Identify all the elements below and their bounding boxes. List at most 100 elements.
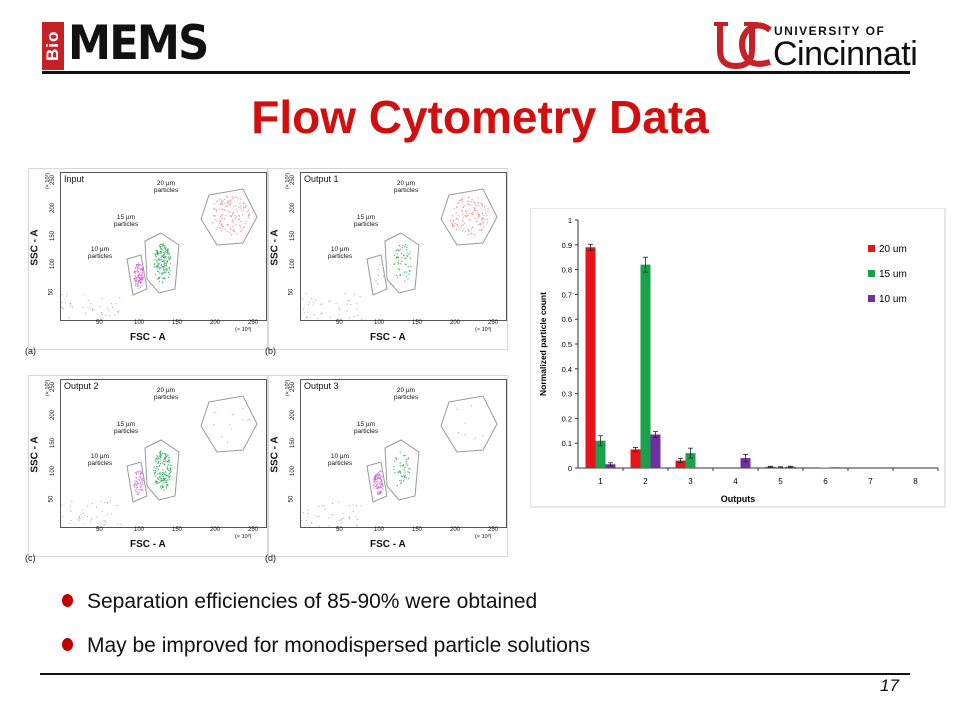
x-axis-multiplier: (× 10³)	[475, 534, 492, 540]
dots-15um	[153, 243, 172, 283]
gate-15um	[384, 439, 420, 501]
legend-swatch	[868, 245, 875, 252]
bar	[585, 247, 596, 468]
annotation-line: 20 µm	[156, 180, 176, 187]
annotation-line: 10 µm	[90, 453, 110, 460]
legend-label: 10 um	[879, 294, 907, 305]
bar	[830, 467, 841, 468]
x-tick-label: 7	[868, 477, 873, 486]
x-tick-label: 50	[96, 527, 103, 533]
dots-15um	[393, 451, 411, 486]
dots-10um	[133, 262, 144, 289]
error-bar	[768, 465, 773, 468]
dots-debris	[61, 500, 122, 525]
x-tick-label: 150	[412, 527, 423, 533]
annotation-15um: 15 µm particles	[344, 421, 388, 435]
dots-20um	[456, 405, 484, 439]
dots-20um	[213, 408, 250, 443]
annotation-line: 15 µm	[356, 214, 376, 221]
annotation-line: particles	[353, 428, 379, 435]
dots-10um	[133, 470, 144, 495]
x-tick-label: 200	[210, 527, 221, 533]
uc-logo-university-of: UNIVERSITY OF	[774, 24, 886, 38]
x-tick-label: 6	[823, 477, 828, 486]
x-tick-label: 150	[412, 320, 423, 326]
annotation-line: 15 µm	[116, 214, 136, 221]
bullet-item: May be improved for monodispersed partic…	[62, 634, 590, 658]
x-tick-label: 250	[488, 320, 499, 326]
x-axis-multiplier: (× 10³)	[475, 327, 492, 333]
y-tick-label: 200	[290, 202, 297, 214]
error-bar	[788, 465, 793, 468]
dots-10um	[373, 470, 384, 495]
y-axis-multiplier: (× 10³)	[285, 172, 292, 190]
y-tick-label: 1	[568, 216, 572, 225]
annotation-20um: 20 µm particles	[384, 387, 428, 401]
scatter-gates	[301, 395, 498, 527]
x-axis-label: FSC - A	[370, 539, 406, 550]
panel-corner-label: (c)	[25, 553, 36, 563]
y-tick-label: 0.8	[562, 266, 572, 275]
bar	[675, 460, 686, 468]
y-axis-label: SSC - A	[29, 436, 41, 473]
annotation-line: particles	[393, 394, 419, 401]
y-tick-label: 200	[50, 202, 57, 214]
annotation-line: particles	[327, 253, 353, 260]
y-axis-label: SSC - A	[269, 229, 281, 266]
annotation-line: 20 µm	[396, 387, 416, 394]
annotation-20um: 20 µm particles	[144, 387, 188, 401]
y-axis-label: SSC - A	[29, 229, 41, 266]
annotation-line: 10 µm	[90, 246, 110, 253]
x-tick-label: 250	[488, 527, 499, 533]
x-axis-multiplier: (× 10³)	[235, 534, 252, 540]
x-tick-label: 200	[450, 320, 461, 326]
bar	[630, 449, 641, 468]
annotation-line: particles	[393, 187, 419, 194]
x-axis-label: FSC - A	[130, 332, 166, 343]
annotation-15um: 15 µm particles	[104, 421, 148, 435]
uc-logo-icon	[714, 22, 772, 70]
scatter-panel-title: Input	[64, 174, 85, 184]
scatter-panel-title: Output 1	[304, 174, 339, 184]
error-bar	[643, 256, 648, 273]
bar	[650, 434, 661, 468]
annotation-line: particles	[327, 460, 353, 467]
annotation-line: particles	[87, 253, 113, 260]
dots-15um	[153, 450, 172, 491]
x-tick-label: 200	[450, 527, 461, 533]
gate-20um	[440, 395, 498, 453]
legend-label: 15 um	[879, 269, 907, 280]
gate-10um	[126, 461, 148, 503]
normalized-count-bar-chart: 0 0.1 0.2 0.3 0.4 0.5 0.6 0.7 0.8 0.9 1 1 2 3 4 5 6 7 8 Out…	[530, 208, 946, 508]
y-tick-label: 50	[48, 288, 55, 296]
x-tick-label: 200	[210, 320, 221, 326]
bullet-marker-icon	[62, 593, 73, 607]
y-axis-multiplier: (× 10³)	[45, 379, 52, 397]
x-tick-label: 4	[733, 477, 738, 486]
panel-corner-label: (a)	[25, 346, 36, 356]
bar	[685, 453, 696, 468]
dots-debris	[301, 501, 362, 527]
gate-15um	[144, 439, 180, 501]
y-axis-multiplier: (× 10³)	[45, 172, 52, 190]
legend-swatch	[868, 270, 875, 277]
y-tick-label: 0.3	[562, 390, 572, 399]
dots-debris	[61, 293, 121, 320]
scatter-plot-area: Output 3	[300, 379, 507, 528]
error-bar	[598, 435, 603, 447]
y-tick-label: 50	[288, 288, 295, 296]
gate-10um	[366, 461, 388, 503]
error-bar	[633, 447, 638, 452]
x-tick-label: 250	[248, 320, 259, 326]
y-tick-label: 100	[50, 465, 57, 477]
y-tick-label: 0.4	[562, 365, 572, 374]
annotation-10um: 10 µm particles	[80, 246, 120, 260]
x-tick-label: 150	[172, 527, 183, 533]
annotation-line: 10 µm	[330, 453, 350, 460]
legend-swatch	[868, 295, 875, 302]
panel-corner-label: (d)	[265, 553, 276, 563]
annotation-20um: 20 µm particles	[384, 180, 428, 194]
header-divider	[42, 71, 910, 74]
y-tick-label: 200	[50, 409, 57, 421]
annotation-line: particles	[113, 221, 139, 228]
